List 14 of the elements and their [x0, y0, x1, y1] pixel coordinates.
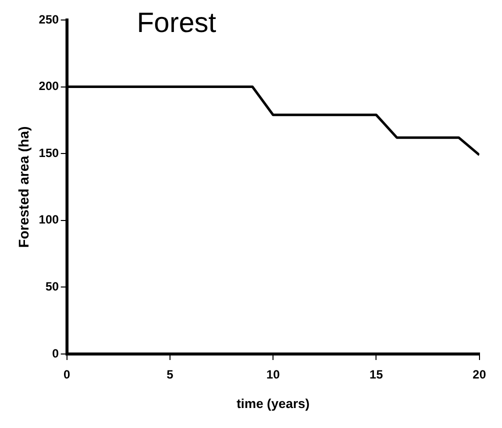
x-tick-label: 10 — [266, 368, 280, 382]
y-tick-label: 0 — [52, 346, 60, 360]
y-tick-label: 100 — [38, 212, 60, 227]
x-tick-label: 0 — [63, 368, 70, 382]
x-tick-label: 20 — [472, 368, 486, 382]
y-tick-label: 200 — [38, 79, 60, 94]
x-axis-title: time (years) — [236, 396, 310, 411]
x-tick-label: 15 — [370, 368, 384, 382]
y-axis-title: Forested area (ha) — [15, 126, 32, 248]
chart-title: Forest — [136, 7, 216, 38]
y-tick-label: 50 — [45, 280, 60, 294]
y-tick-label: 150 — [38, 146, 60, 160]
y-tick-label: 250 — [38, 12, 60, 26]
x-tick-label: 5 — [166, 368, 174, 382]
